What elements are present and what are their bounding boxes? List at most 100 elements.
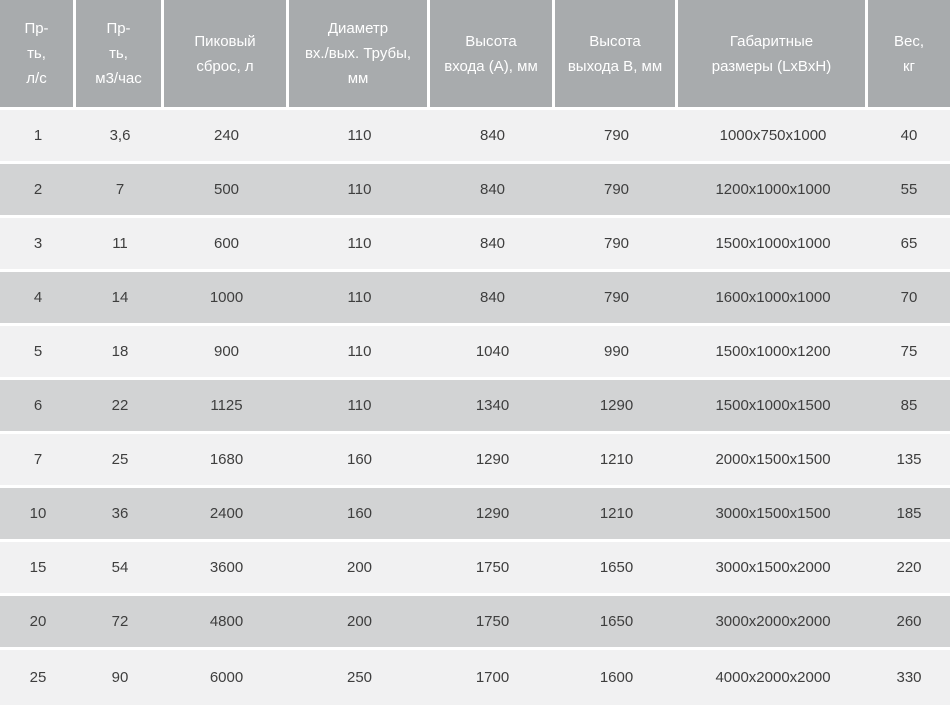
- table-cell: 20: [0, 596, 76, 650]
- table-cell: 7: [76, 164, 164, 218]
- table-cell: 25: [76, 434, 164, 488]
- table-cell: 1600: [555, 650, 678, 705]
- table-cell: 1650: [555, 596, 678, 650]
- header-row: Пр- ть, л/с Пр- ть, м3/час Пиковый сброс…: [0, 0, 950, 110]
- table-cell: 15: [0, 542, 76, 596]
- table-cell: 7: [0, 434, 76, 488]
- table-cell: 110: [289, 380, 430, 434]
- table-cell: 1290: [430, 434, 555, 488]
- table-cell: 36: [76, 488, 164, 542]
- table-cell: 1040: [430, 326, 555, 380]
- column-header-weight: Вес, кг: [868, 0, 950, 110]
- table-cell: 55: [868, 164, 950, 218]
- table-row: 15 54 3600 200 1750 1650 3000x1500x2000 220: [0, 542, 950, 596]
- table-cell: 840: [430, 272, 555, 326]
- table-row: 10 36 2400 160 1290 1210 3000x1500x1500 185: [0, 488, 950, 542]
- table-cell: 90: [76, 650, 164, 705]
- table-cell: 1000x750x1000: [678, 110, 868, 164]
- table-row: 4 14 1000 110 840 790 1600x1000x1000 70: [0, 272, 950, 326]
- table-cell: 65: [868, 218, 950, 272]
- table-cell: 1290: [555, 380, 678, 434]
- table-cell: 1210: [555, 488, 678, 542]
- column-header-pipe-diameter: Диаметр вх./вых. Трубы, мм: [289, 0, 430, 110]
- table-cell: 1700: [430, 650, 555, 705]
- table-cell: 840: [430, 218, 555, 272]
- table-cell: 840: [430, 110, 555, 164]
- table-cell: 990: [555, 326, 678, 380]
- table-cell: 1200x1000x1000: [678, 164, 868, 218]
- table-cell: 6000: [164, 650, 289, 705]
- table-cell: 3: [0, 218, 76, 272]
- table-cell: 790: [555, 218, 678, 272]
- table-cell: 220: [868, 542, 950, 596]
- table-cell: 75: [868, 326, 950, 380]
- table-cell: 1600x1000x1000: [678, 272, 868, 326]
- table-cell: 1500x1000x1500: [678, 380, 868, 434]
- table-cell: 1680: [164, 434, 289, 488]
- table-cell: 110: [289, 218, 430, 272]
- table-cell: 2: [0, 164, 76, 218]
- column-header-peak-discharge: Пиковый сброс, л: [164, 0, 289, 110]
- table-cell: 185: [868, 488, 950, 542]
- table-cell: 1750: [430, 596, 555, 650]
- table-cell: 1125: [164, 380, 289, 434]
- table-cell: 3600: [164, 542, 289, 596]
- table-cell: 4800: [164, 596, 289, 650]
- table-cell: 330: [868, 650, 950, 705]
- table-cell: 110: [289, 326, 430, 380]
- table-cell: 1290: [430, 488, 555, 542]
- table-cell: 1650: [555, 542, 678, 596]
- table-cell: 135: [868, 434, 950, 488]
- table-cell: 5: [0, 326, 76, 380]
- table-cell: 2000x1500x1500: [678, 434, 868, 488]
- table-cell: 790: [555, 272, 678, 326]
- table-cell: 500: [164, 164, 289, 218]
- table-cell: 40: [868, 110, 950, 164]
- table-cell: 54: [76, 542, 164, 596]
- column-header-inlet-height: Высота входа (А), мм: [430, 0, 555, 110]
- table-cell: 4000x2000x2000: [678, 650, 868, 705]
- table-cell: 1500x1000x1200: [678, 326, 868, 380]
- table-cell: 240: [164, 110, 289, 164]
- table-row: 5 18 900 110 1040 990 1500x1000x1200 75: [0, 326, 950, 380]
- table-cell: 110: [289, 272, 430, 326]
- column-header-dimensions: Габаритные размеры (LxBxH): [678, 0, 868, 110]
- table-cell: 14: [76, 272, 164, 326]
- table-cell: 22: [76, 380, 164, 434]
- table-cell: 1750: [430, 542, 555, 596]
- column-header-flow-m3h: Пр- ть, м3/час: [76, 0, 164, 110]
- table-cell: 260: [868, 596, 950, 650]
- table-cell: 3000x1500x2000: [678, 542, 868, 596]
- table-row: 25 90 6000 250 1700 1600 4000x2000x2000 330: [0, 650, 950, 705]
- table-cell: 6: [0, 380, 76, 434]
- table-cell: 25: [0, 650, 76, 705]
- table-cell: 70: [868, 272, 950, 326]
- table-cell: 1210: [555, 434, 678, 488]
- table-cell: 790: [555, 110, 678, 164]
- table-header: Пр- ть, л/с Пр- ть, м3/час Пиковый сброс…: [0, 0, 950, 110]
- table-row: 20 72 4800 200 1750 1650 3000x2000x2000 260: [0, 596, 950, 650]
- table-cell: 3000x2000x2000: [678, 596, 868, 650]
- column-header-outlet-height: Высота выхода В, мм: [555, 0, 678, 110]
- table-cell: 600: [164, 218, 289, 272]
- table-cell: 1340: [430, 380, 555, 434]
- table-cell: 200: [289, 542, 430, 596]
- table-cell: 18: [76, 326, 164, 380]
- table-cell: 85: [868, 380, 950, 434]
- table-cell: 790: [555, 164, 678, 218]
- table-cell: 10: [0, 488, 76, 542]
- table-cell: 110: [289, 164, 430, 218]
- table-row: 2 7 500 110 840 790 1200x1000x1000 55: [0, 164, 950, 218]
- table-cell: 4: [0, 272, 76, 326]
- table-cell: 840: [430, 164, 555, 218]
- table-row: 7 25 1680 160 1290 1210 2000x1500x1500 135: [0, 434, 950, 488]
- table-row: 6 22 1125 110 1340 1290 1500x1000x1500 85: [0, 380, 950, 434]
- table-cell: 2400: [164, 488, 289, 542]
- column-header-flow-ls: Пр- ть, л/с: [0, 0, 76, 110]
- table-cell: 900: [164, 326, 289, 380]
- table-cell: 160: [289, 434, 430, 488]
- table-row: 3 11 600 110 840 790 1500x1000x1000 65: [0, 218, 950, 272]
- table-cell: 160: [289, 488, 430, 542]
- table-cell: 1000: [164, 272, 289, 326]
